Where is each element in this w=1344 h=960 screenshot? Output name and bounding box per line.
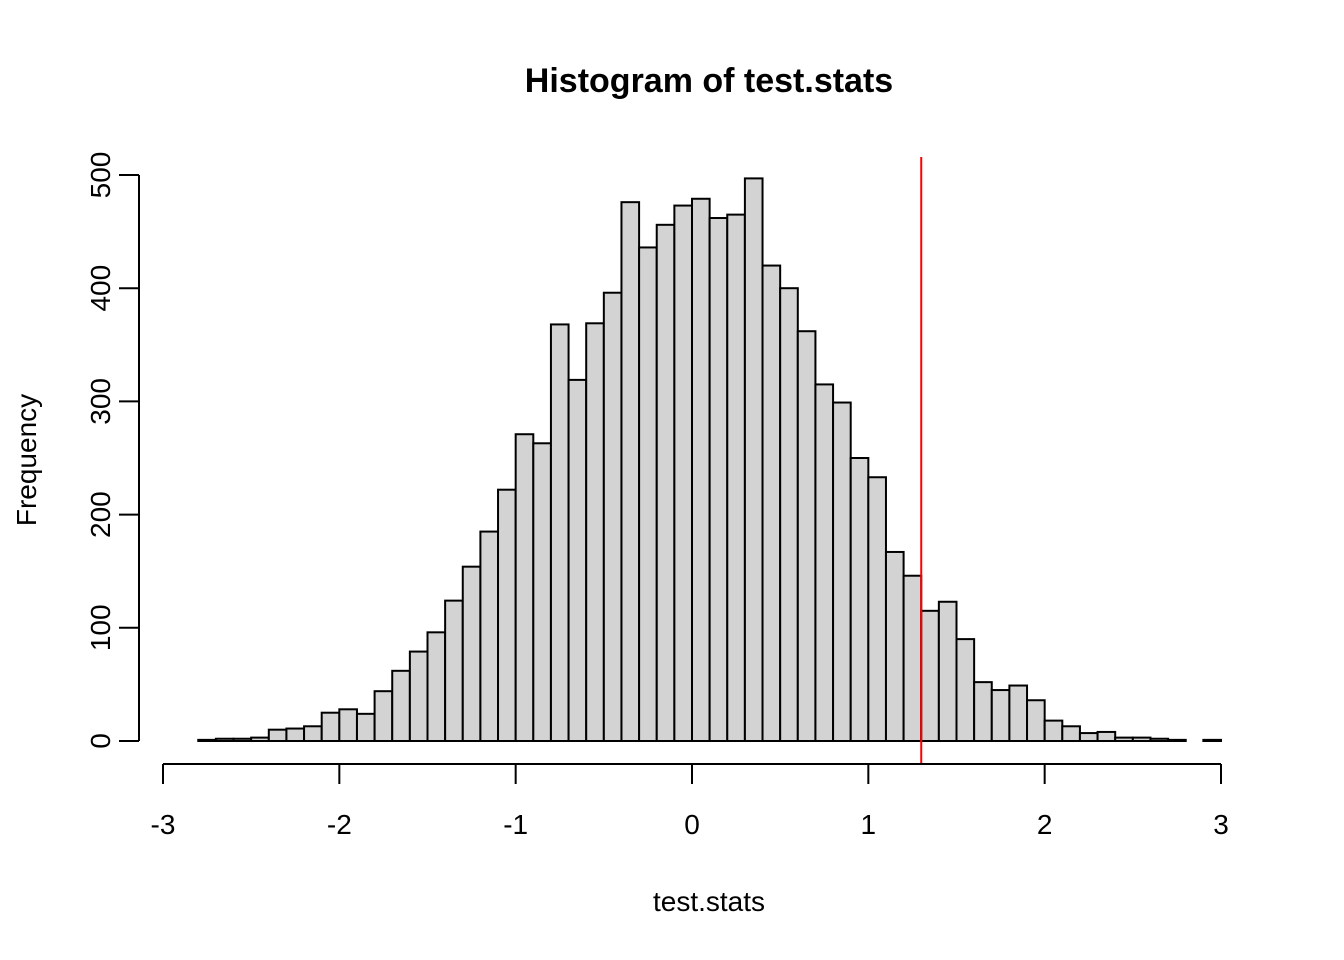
y-axis-label: Frequency	[11, 394, 42, 526]
x-tick-label: 1	[861, 809, 877, 840]
x-axis: -3 -2 -1 0 1 2 3	[151, 763, 1229, 840]
y-axis: 0 100 200 300 400 500	[85, 152, 140, 749]
histogram-bar	[1096, 730, 1117, 742]
x-axis-label: test.stats	[653, 886, 765, 917]
histogram-bar	[1008, 684, 1029, 742]
chart-title: Histogram of test.stats	[525, 62, 893, 100]
x-tick-label: -2	[327, 809, 352, 840]
histogram-bar	[303, 725, 323, 742]
histogram-bar	[726, 213, 746, 742]
histogram-bar	[673, 204, 693, 742]
x-tick-label: 2	[1037, 809, 1053, 840]
x-tick-label: 3	[1213, 809, 1229, 840]
y-tick-label: 500	[85, 152, 116, 199]
histogram-bar	[250, 736, 270, 743]
histogram-bar	[920, 609, 940, 742]
histogram-bar	[708, 217, 729, 743]
histogram-bar	[867, 476, 887, 742]
histogram-bar	[655, 223, 676, 743]
histogram-bar	[1149, 737, 1170, 743]
histogram-bar	[267, 728, 288, 742]
histogram-bar	[549, 323, 570, 742]
histogram-bar	[1114, 736, 1134, 743]
histogram-bar	[444, 599, 464, 743]
histogram-bar	[779, 287, 799, 742]
histogram-bar	[691, 197, 711, 743]
histogram-bar	[743, 177, 764, 742]
histogram-bar	[761, 264, 782, 742]
histogram-bar	[514, 433, 535, 742]
histogram-bar	[937, 600, 958, 742]
histogram-bar	[355, 712, 376, 742]
histogram-bar	[391, 669, 411, 742]
x-tick-label: -1	[503, 809, 528, 840]
bars-group	[197, 177, 1223, 743]
y-tick-label: 100	[85, 604, 116, 651]
histogram-bar	[973, 681, 993, 742]
histogram-bar	[567, 378, 588, 742]
histogram-bar	[814, 383, 835, 742]
histogram-bar	[990, 689, 1011, 742]
histogram-bar	[197, 738, 217, 742]
histogram-bar	[232, 737, 253, 743]
histogram-bar	[320, 711, 341, 743]
x-tick-label: -3	[151, 809, 176, 840]
histogram-bar	[214, 737, 235, 743]
histogram-bar	[884, 550, 905, 742]
histogram-bar	[373, 690, 394, 743]
histogram-bar	[796, 330, 817, 742]
y-tick-label: 400	[85, 265, 116, 312]
histogram-bar	[955, 638, 976, 742]
histogram-bar	[1061, 725, 1081, 742]
histogram-bar	[1131, 736, 1152, 743]
histogram-bar	[832, 401, 852, 742]
histogram-bar	[620, 201, 641, 742]
histogram-bar	[461, 565, 482, 742]
histogram-bar	[408, 650, 429, 743]
histogram-bar	[532, 442, 552, 742]
histogram-bar	[338, 708, 358, 743]
histogram-bar	[1026, 699, 1046, 742]
histogram-bar	[602, 291, 623, 742]
x-tick-label: 0	[684, 809, 700, 840]
histogram-bar	[585, 322, 605, 742]
histogram-bar	[1078, 732, 1099, 742]
y-tick-label: 300	[85, 378, 116, 425]
y-tick-label: 200	[85, 491, 116, 538]
y-tick-label: 0	[85, 733, 116, 749]
histogram-bar	[426, 631, 447, 742]
histogram-bar	[849, 457, 870, 742]
histogram-bar	[902, 574, 923, 743]
histogram-bar	[479, 530, 500, 743]
histogram-bar	[1043, 719, 1064, 743]
histogram-bar	[638, 246, 658, 742]
histogram-bar	[1202, 738, 1223, 742]
histogram-bar	[285, 727, 306, 742]
histogram-bar	[497, 488, 517, 743]
histogram-bar	[1167, 738, 1187, 742]
